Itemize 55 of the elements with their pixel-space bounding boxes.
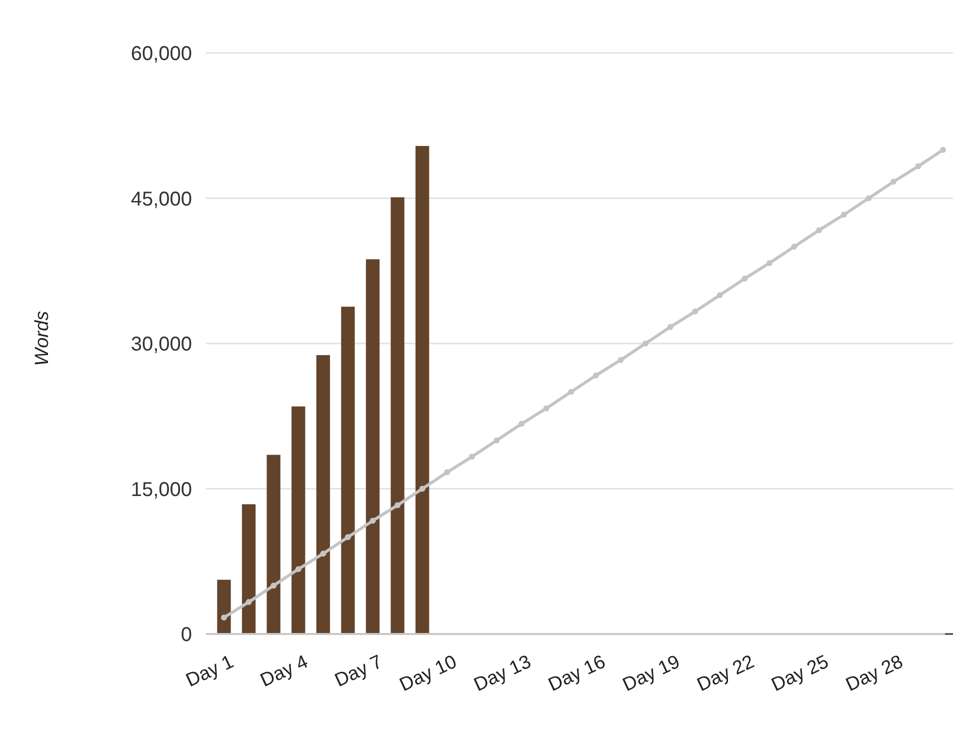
y-tick-label: 15,000	[130, 478, 192, 501]
x-tick-label: Day 1	[183, 652, 237, 692]
x-tick-label: Day 25	[768, 652, 832, 696]
bar	[416, 146, 430, 634]
point	[866, 195, 872, 202]
x-tick-label: Day 7	[332, 652, 386, 692]
point	[295, 566, 302, 572]
point	[667, 324, 674, 330]
point	[816, 227, 822, 234]
point	[915, 163, 922, 170]
bar	[266, 454, 280, 634]
point	[940, 146, 946, 153]
point	[468, 454, 475, 460]
point	[840, 212, 847, 218]
point	[592, 372, 599, 378]
point	[618, 356, 624, 363]
y-tick-label: 30,000	[130, 334, 192, 356]
x-tick-label: Day 10	[396, 652, 460, 696]
point	[370, 518, 376, 524]
point	[742, 276, 748, 282]
point	[419, 486, 426, 492]
point	[642, 340, 648, 346]
x-tick-label: Day 22	[694, 652, 758, 696]
point	[716, 292, 723, 298]
bar	[366, 259, 380, 634]
point	[568, 388, 574, 395]
x-tick-label: Day 4	[257, 651, 312, 692]
point	[692, 308, 698, 315]
x-tick-label: Day 28	[842, 652, 906, 696]
point	[766, 260, 772, 266]
bar	[242, 504, 256, 634]
point	[518, 420, 525, 427]
point	[890, 178, 896, 185]
point	[220, 614, 227, 621]
point	[791, 244, 798, 250]
point	[320, 550, 326, 557]
bar	[217, 580, 231, 634]
bar	[341, 306, 355, 634]
y-tick-label: 45,000	[130, 188, 192, 210]
point	[494, 437, 500, 444]
point	[543, 405, 550, 412]
y-tick-label: 0	[180, 624, 192, 646]
point	[394, 502, 401, 508]
bar	[390, 197, 404, 634]
y-tick-label: 60,000	[130, 43, 192, 65]
bar	[292, 406, 306, 634]
bar	[316, 355, 330, 634]
x-tick-label: Day 19	[620, 652, 684, 696]
x-tick-label: Day 13	[471, 652, 534, 696]
y-axis-title: Words	[32, 310, 53, 366]
point	[270, 582, 277, 589]
point	[344, 534, 351, 540]
point	[444, 469, 450, 476]
x-tick-label: Day 16	[545, 652, 609, 696]
point	[246, 599, 252, 606]
